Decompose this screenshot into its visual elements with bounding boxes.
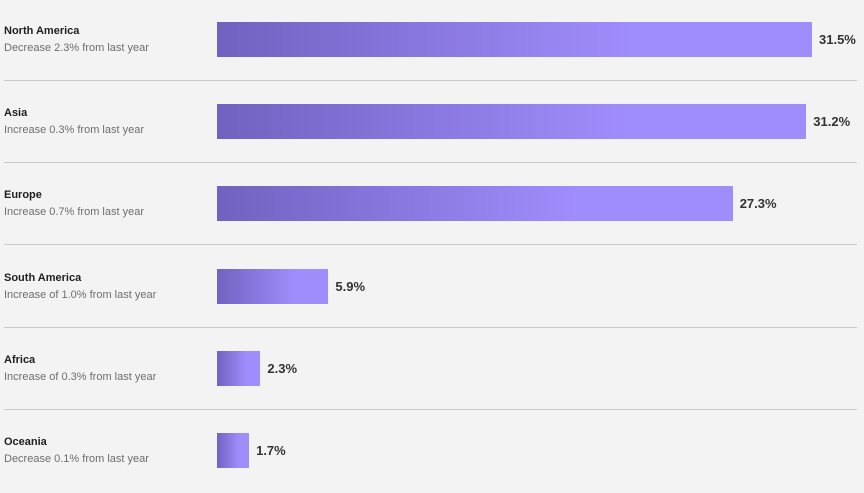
region-row: North America Decrease 2.3% from last yea… [0, 0, 864, 82]
region-name: Asia [4, 107, 28, 120]
row-divider [4, 326, 857, 328]
region-change-note: Decrease 2.3% from last year [4, 42, 149, 54]
bar-value-label: 31.5% [819, 32, 856, 47]
region-row: South America Increase of 1.0% from last … [0, 247, 864, 329]
bar-value-label: 5.9% [335, 278, 366, 294]
region-change-note: Increase 0.3% from last year [4, 124, 145, 137]
region-change-note: Increase of 1.0% from last year [4, 288, 157, 301]
row-divider [4, 80, 857, 81]
region-name: South America [4, 271, 82, 284]
bar [217, 22, 812, 57]
region-change-note: Decrease 0.1% from last year [4, 453, 149, 465]
region-row: Africa Increase of 0.3% from last year 2.3… [0, 329, 864, 411]
region-row: Oceania Decrease 0.1% from last year 1.7% [0, 411, 864, 493]
bar-value-label: 31.2% [813, 114, 851, 130]
row-divider [4, 244, 857, 246]
bar [217, 433, 250, 468]
bar-value-label: 2.3% [267, 360, 298, 376]
bar-value-label: 27.3% [739, 196, 777, 212]
region-change-note: Increase of 0.3% from last year [4, 370, 157, 383]
bar [217, 186, 733, 222]
bar-value-label: 1.7% [256, 443, 286, 458]
region-change-note: Increase 0.7% from last year [4, 206, 145, 219]
region-name: Europe [4, 189, 42, 202]
region-name: North America [4, 25, 80, 37]
row-divider [4, 162, 857, 164]
bar [217, 104, 807, 140]
bar [217, 268, 329, 304]
region-row: Asia Increase 0.3% from last year 31.2% [0, 82, 864, 164]
region-name: Oceania [4, 436, 47, 448]
row-divider [4, 408, 857, 410]
region-row: Europe Increase 0.7% from last year 27.3% [0, 164, 864, 246]
region-name: Africa [4, 353, 36, 366]
bar [217, 350, 261, 386]
